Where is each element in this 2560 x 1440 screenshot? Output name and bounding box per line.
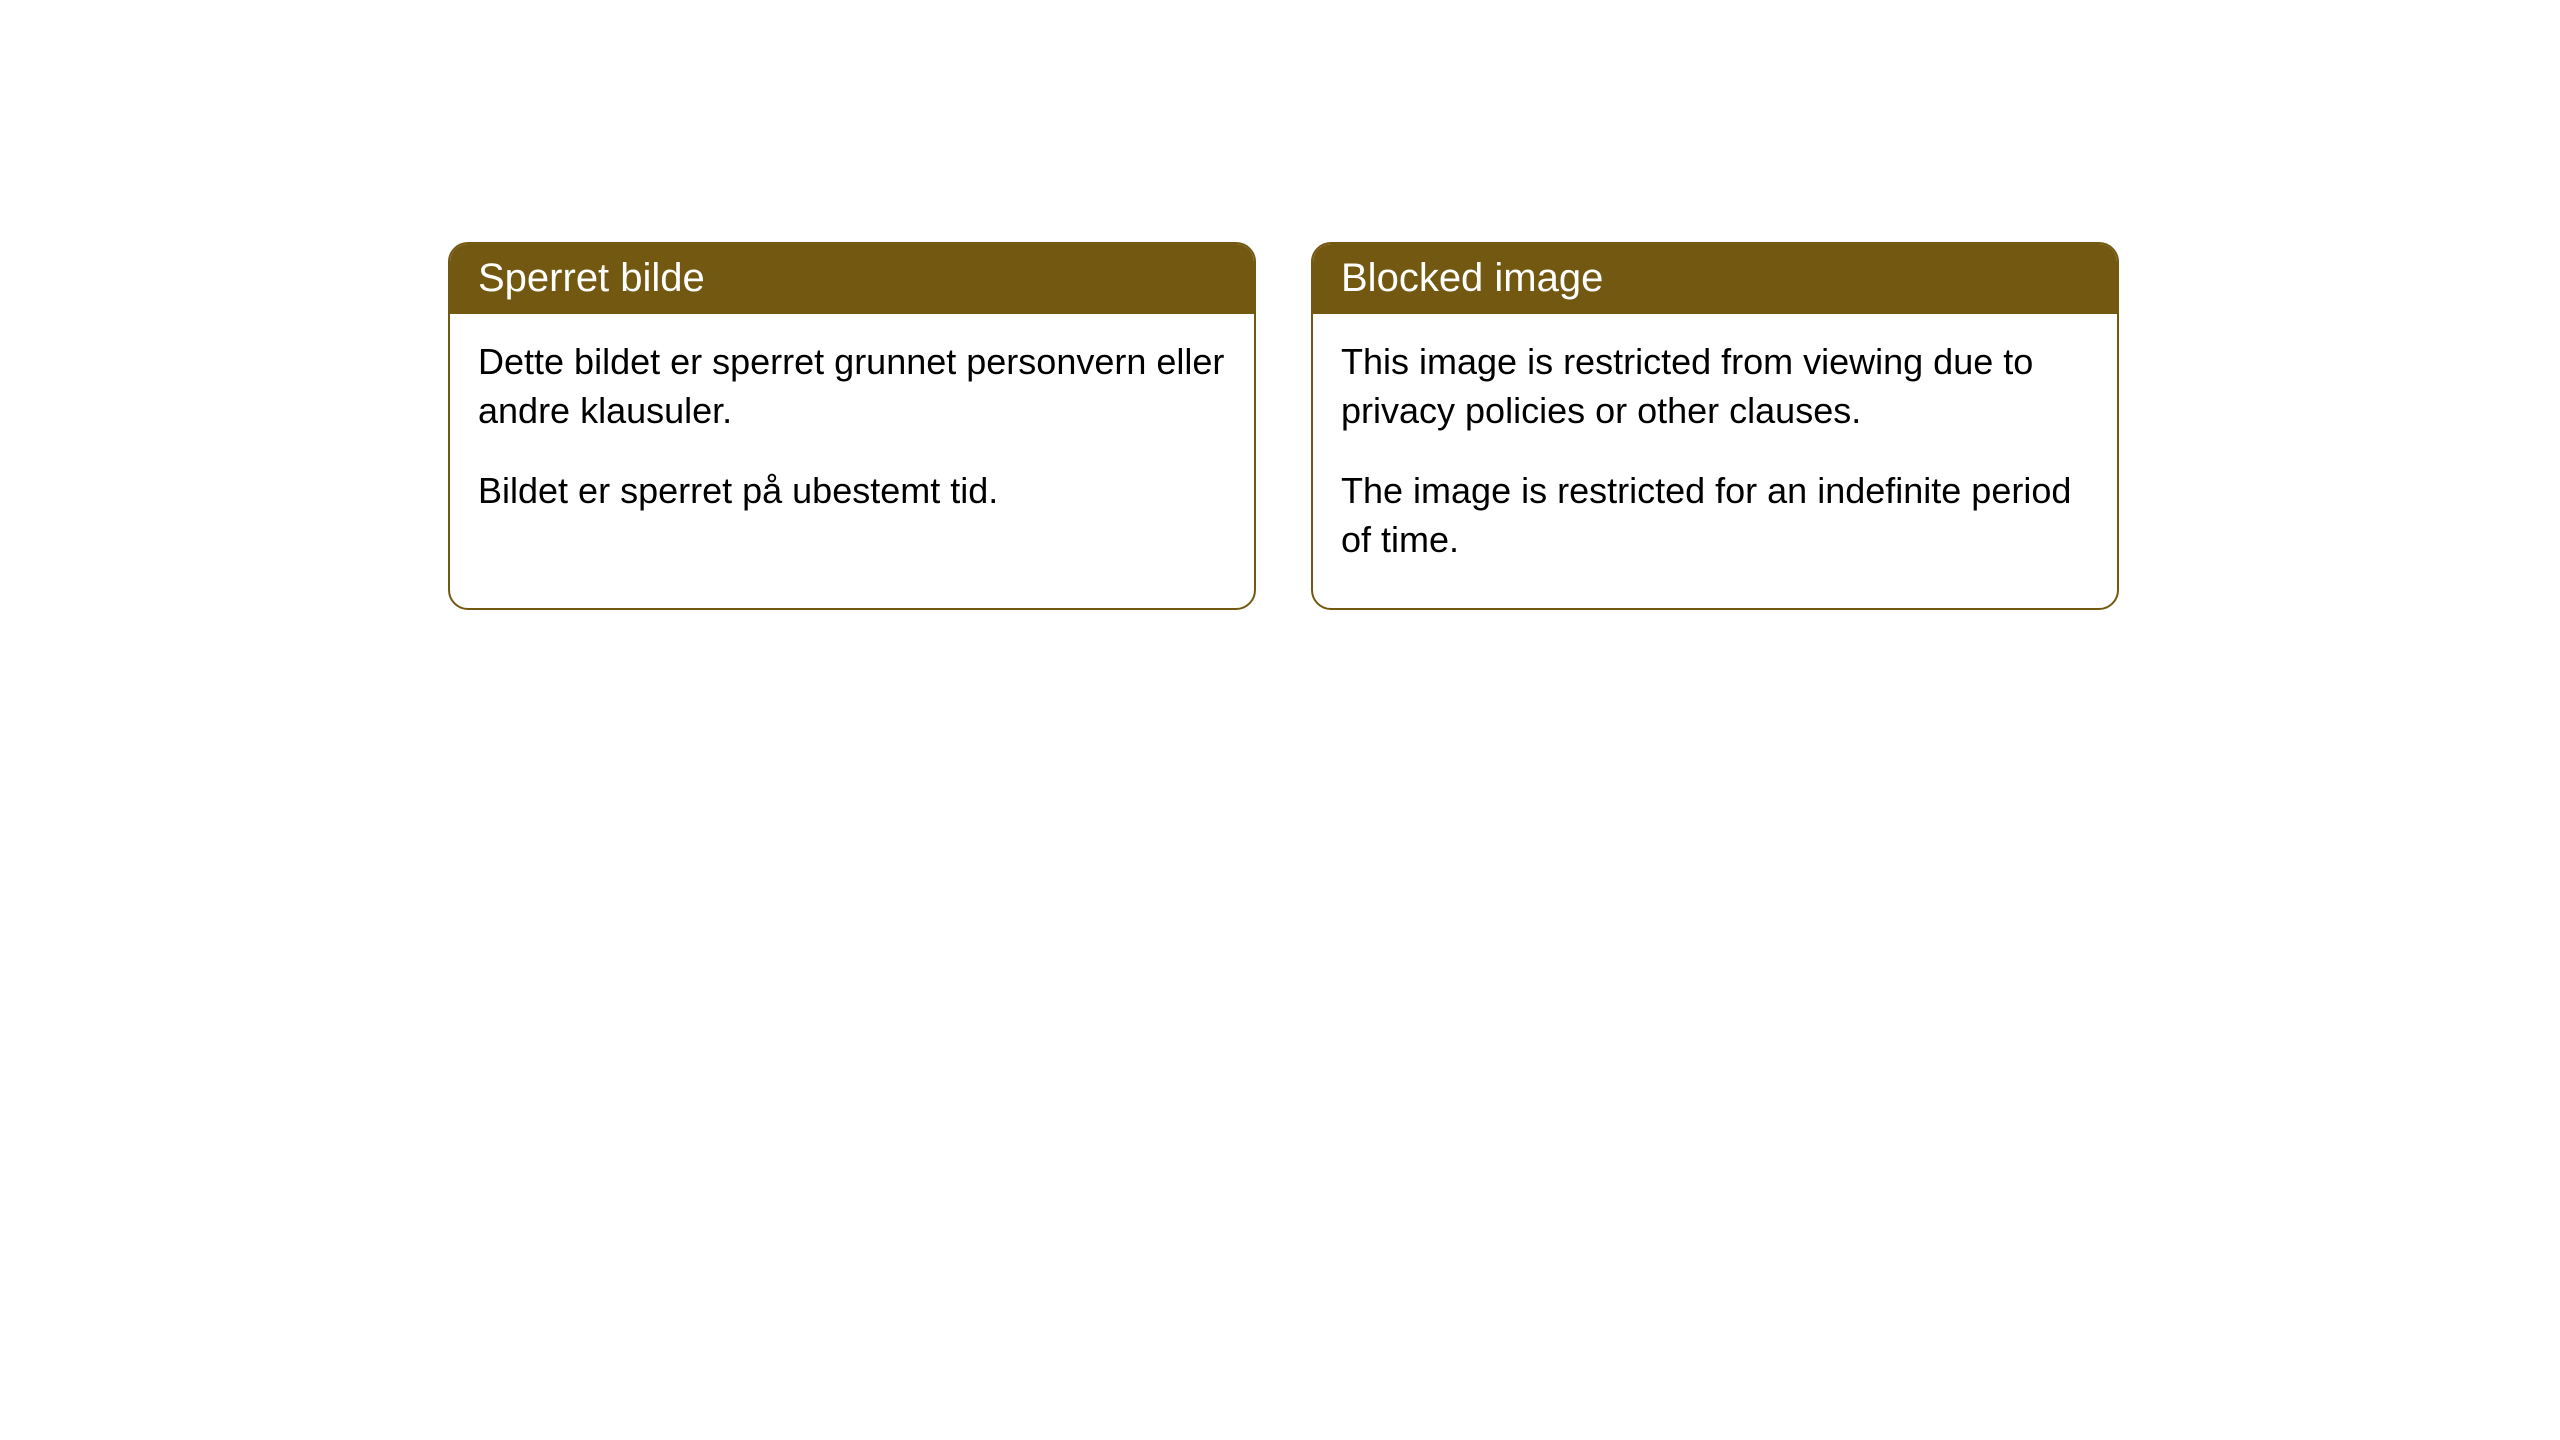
card-body: Dette bildet er sperret grunnet personve…: [450, 314, 1254, 560]
notice-text-reason: This image is restricted from viewing du…: [1341, 338, 2089, 435]
notice-card-english: Blocked image This image is restricted f…: [1311, 242, 2119, 610]
notice-text-duration: Bildet er sperret på ubestemt tid.: [478, 467, 1226, 516]
notice-card-norwegian: Sperret bilde Dette bildet er sperret gr…: [448, 242, 1256, 610]
notice-text-reason: Dette bildet er sperret grunnet personve…: [478, 338, 1226, 435]
card-body: This image is restricted from viewing du…: [1313, 314, 2117, 608]
notice-container: Sperret bilde Dette bildet er sperret gr…: [448, 242, 2119, 610]
notice-text-duration: The image is restricted for an indefinit…: [1341, 467, 2089, 564]
card-header: Sperret bilde: [450, 244, 1254, 314]
card-header: Blocked image: [1313, 244, 2117, 314]
